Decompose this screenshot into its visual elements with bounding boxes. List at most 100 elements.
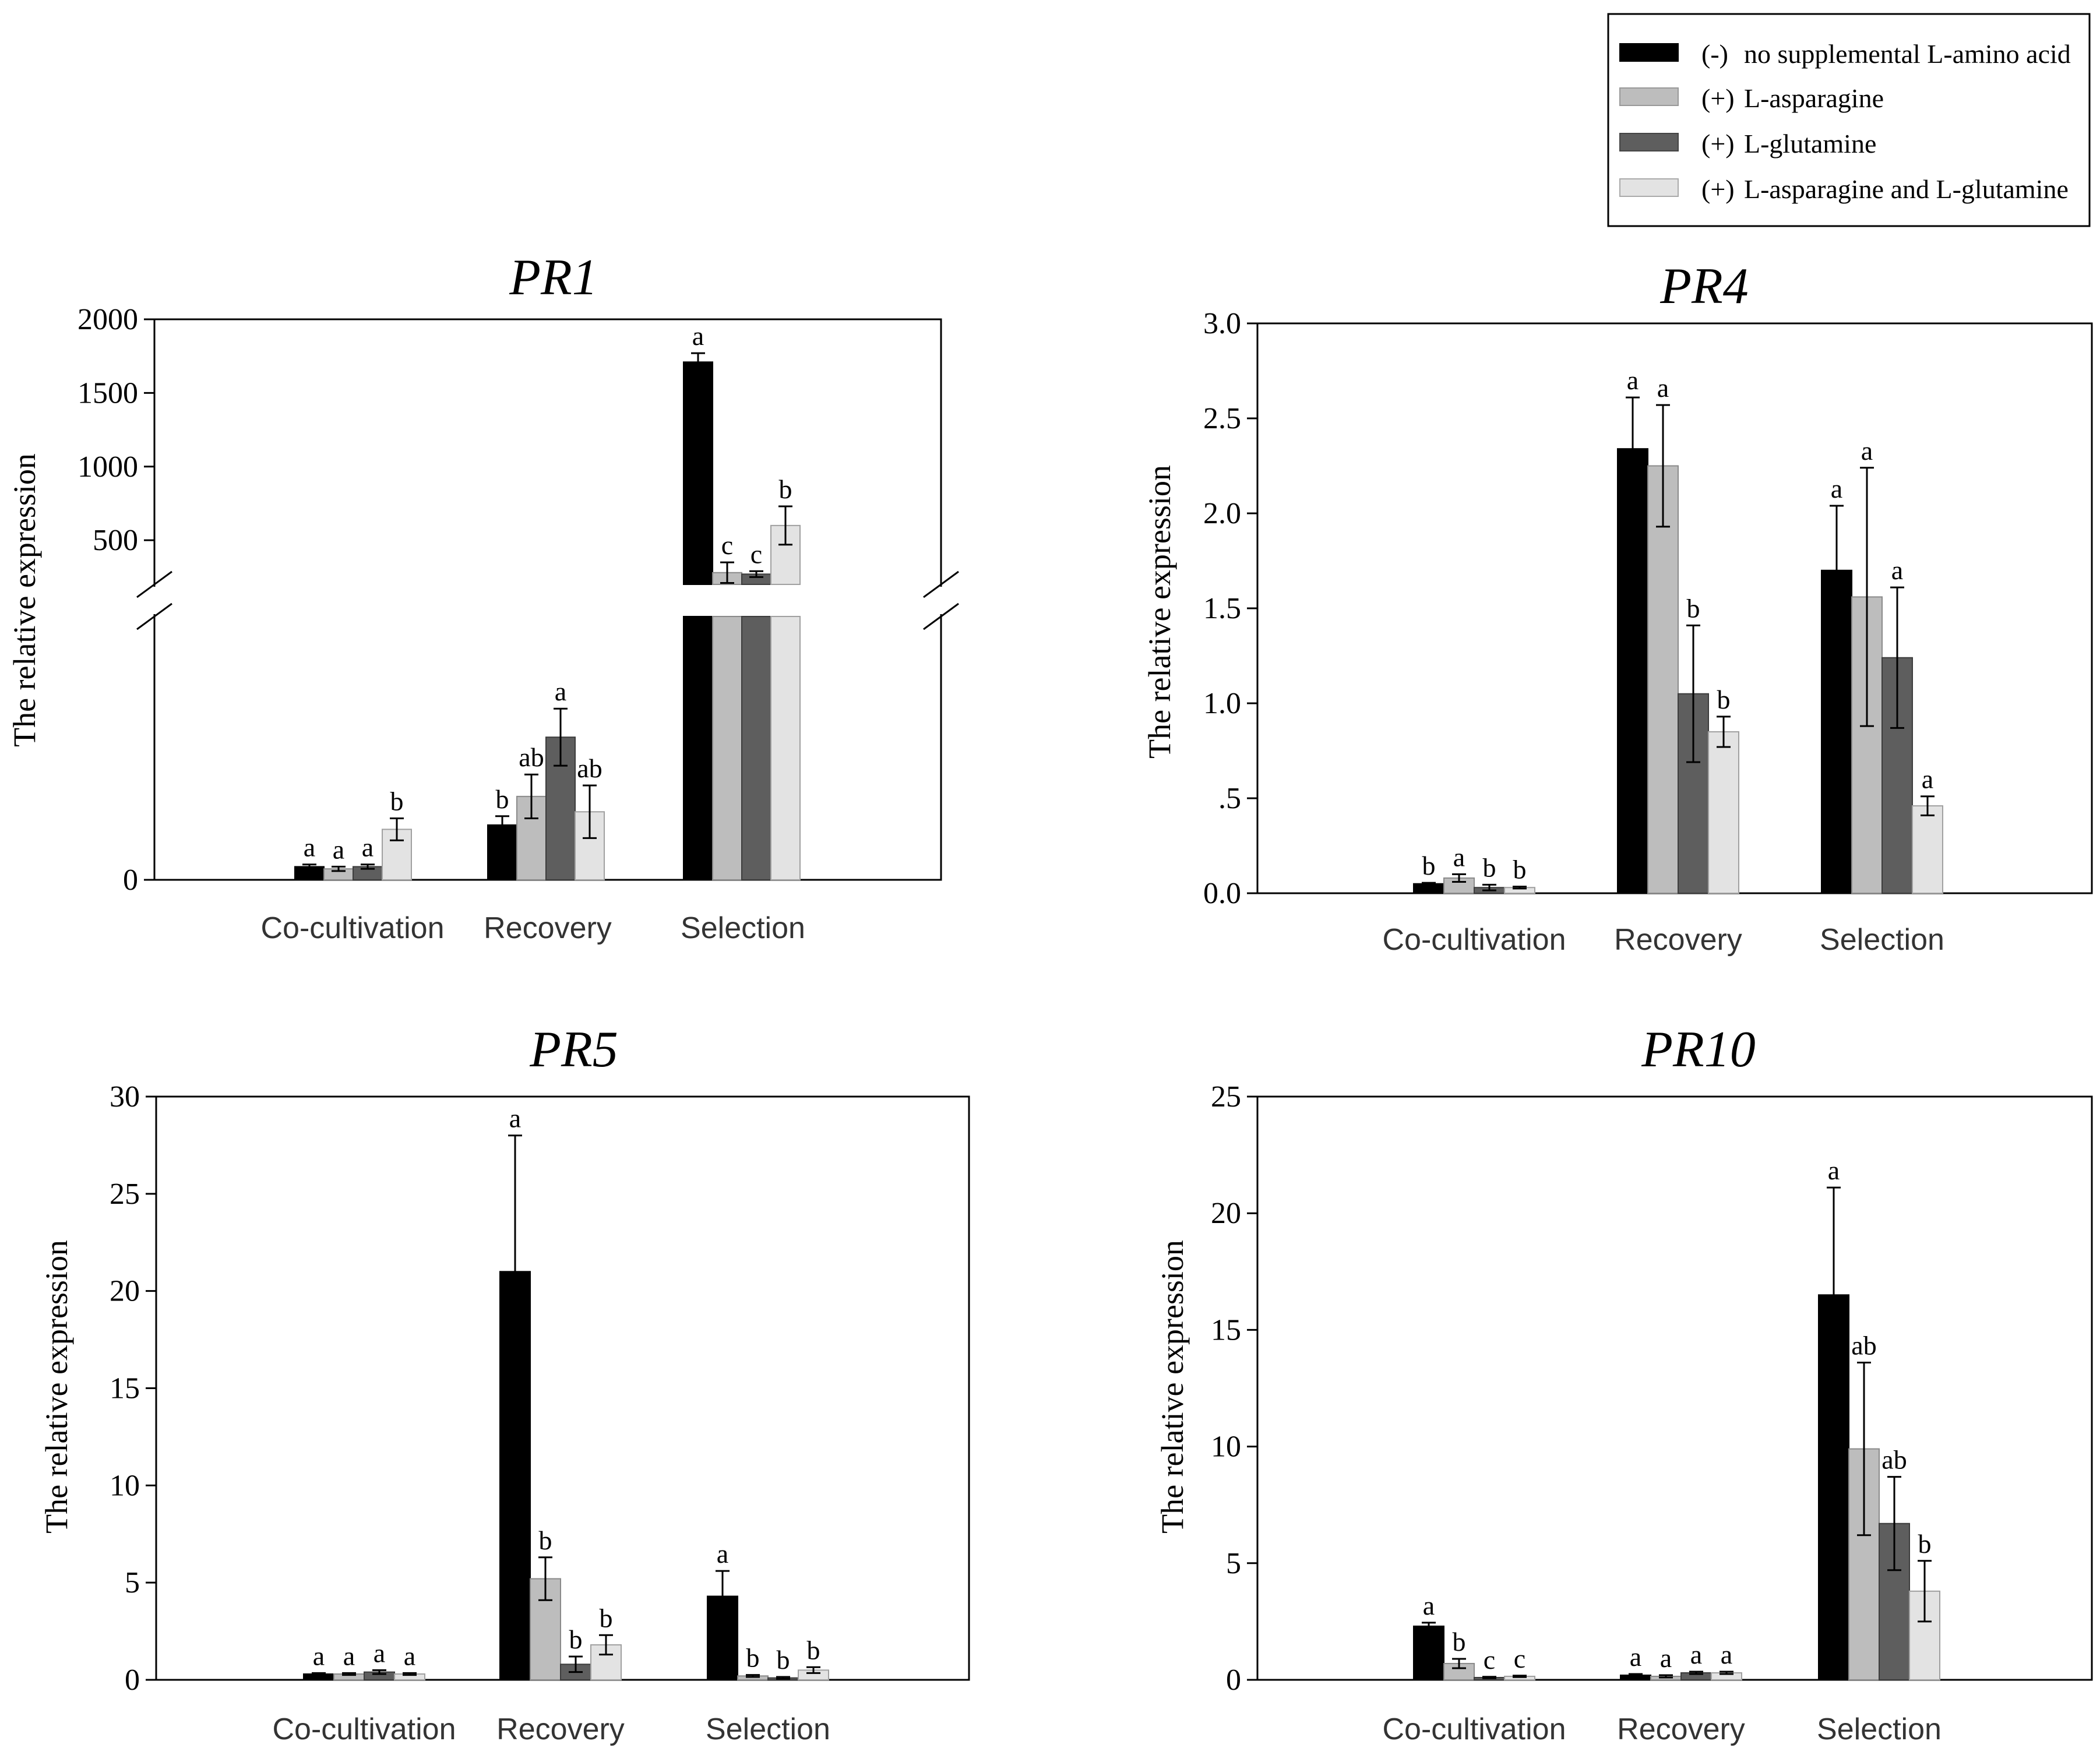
significance-letter: b	[1513, 855, 1527, 884]
significance-letter: a	[1828, 1155, 1840, 1185]
bar	[683, 361, 713, 585]
legend-swatch	[1619, 178, 1679, 197]
significance-letter: b	[807, 1635, 820, 1665]
significance-letter: b	[569, 1624, 583, 1654]
axis-break-mark	[923, 602, 959, 630]
bar	[1708, 731, 1739, 894]
significance-letter: b	[390, 787, 404, 816]
significance-letter: a	[404, 1641, 415, 1671]
y-tick-label: 10	[110, 1469, 140, 1502]
axis-break-mark	[136, 570, 172, 598]
axis-break-mark	[923, 570, 959, 598]
significance-letter: b	[779, 474, 792, 504]
y-axis-label: The relative expression	[1142, 465, 1177, 759]
y-tick-label: 20	[110, 1275, 140, 1308]
panel-title-pr10: PR10	[1641, 1021, 1756, 1078]
y-tick-label: 1.5	[1203, 592, 1241, 625]
y-tick-label: 10	[1211, 1430, 1241, 1464]
legend-label: L-asparagine and L-glutamine	[1744, 174, 2069, 204]
plot-frame	[1256, 1095, 2093, 1681]
significance-letter: a	[692, 321, 704, 351]
y-tick-label: 1500	[77, 376, 138, 410]
bar	[712, 616, 742, 880]
category-label: Co-cultivation	[1382, 923, 1566, 957]
y-tick-label: 5	[125, 1566, 140, 1599]
y-tick-label: 2.5	[1203, 402, 1241, 435]
significance-letter: a	[304, 833, 315, 862]
category-label: Co-cultivation	[272, 1712, 456, 1746]
category-label: Co-cultivation	[260, 911, 444, 945]
significance-letter: a	[555, 676, 566, 706]
y-tick-label: 2000	[77, 303, 138, 336]
category-label: Co-cultivation	[1382, 1712, 1566, 1746]
significance-letter: c	[750, 539, 762, 569]
panel-title-pr1: PR1	[509, 249, 598, 306]
significance-letter: b	[539, 1525, 552, 1555]
y-axis-label: The relative expression	[7, 453, 42, 747]
y-tick-label: 2.0	[1203, 497, 1241, 530]
category-label: Recovery	[496, 1712, 625, 1746]
bar	[683, 616, 713, 880]
legend-symbol: (-)	[1701, 39, 1728, 69]
legend-swatch	[1619, 133, 1679, 151]
significance-letter: b	[746, 1643, 760, 1673]
significance-letter: c	[1514, 1644, 1525, 1673]
legend-symbol: (+)	[1701, 129, 1735, 158]
category-label: Recovery	[484, 911, 612, 945]
bar	[1647, 465, 1679, 894]
legend-entry: (+) L-glutamine	[1619, 129, 1876, 158]
y-tick-label: 500	[93, 524, 138, 557]
y-tick-label: 1.0	[1203, 687, 1241, 720]
significance-letter: a	[1453, 842, 1465, 872]
y-tick-label: 5	[1226, 1547, 1241, 1580]
y-axis-label: The relative expression	[39, 1240, 74, 1534]
significance-letter: a	[1630, 1642, 1641, 1672]
significance-letter: a	[1423, 1591, 1435, 1620]
significance-letter: a	[343, 1641, 355, 1671]
y-tick-label: 25	[110, 1178, 140, 1211]
panel-title-pr4: PR4	[1659, 258, 1749, 315]
axis-break-mark	[136, 602, 172, 630]
significance-letter: a	[313, 1641, 325, 1671]
significance-letter: a	[1690, 1640, 1702, 1669]
significance-letter: c	[721, 530, 733, 560]
significance-letter: a	[333, 834, 344, 864]
category-label: Recovery	[1617, 1712, 1745, 1746]
legend-box	[1607, 13, 2091, 227]
significance-letter: a	[362, 833, 374, 862]
y-axis-label: The relative expression	[1155, 1240, 1190, 1534]
y-tick-label: 20	[1211, 1197, 1241, 1230]
significance-letter: ab	[1881, 1445, 1907, 1475]
category-label: Selection	[1820, 923, 1944, 957]
significance-letter: b	[600, 1603, 613, 1633]
axis-break-gap	[929, 587, 964, 614]
bar	[707, 1595, 738, 1681]
category-label: Selection	[706, 1712, 830, 1746]
significance-letter: a	[1660, 1643, 1672, 1673]
legend-symbol: (+)	[1701, 174, 1735, 204]
significance-letter: ab	[519, 742, 544, 772]
significance-letter: b	[496, 784, 509, 814]
significance-letter: a	[374, 1638, 385, 1668]
legend-label: no supplemental L-amino acid	[1744, 39, 2071, 69]
y-tick-label: 0	[123, 864, 138, 897]
y-tick-label: 15	[110, 1372, 140, 1405]
bar	[1912, 805, 1943, 894]
axis-break-gap	[131, 587, 166, 614]
bar	[1413, 1625, 1444, 1680]
legend-entry: (+) L-asparagine and L-glutamine	[1619, 174, 2069, 204]
legend-label: L-glutamine	[1744, 129, 1876, 158]
significance-letter: a	[1627, 365, 1639, 395]
significance-letter: a	[717, 1539, 728, 1569]
significance-letter: a	[1721, 1640, 1732, 1669]
y-tick-label: 30	[110, 1080, 140, 1113]
bar	[1617, 448, 1648, 894]
y-tick-label: 25	[1211, 1080, 1241, 1113]
legend-swatch	[1619, 87, 1679, 106]
bar	[770, 616, 801, 880]
y-tick-label: 0.0	[1203, 877, 1241, 910]
